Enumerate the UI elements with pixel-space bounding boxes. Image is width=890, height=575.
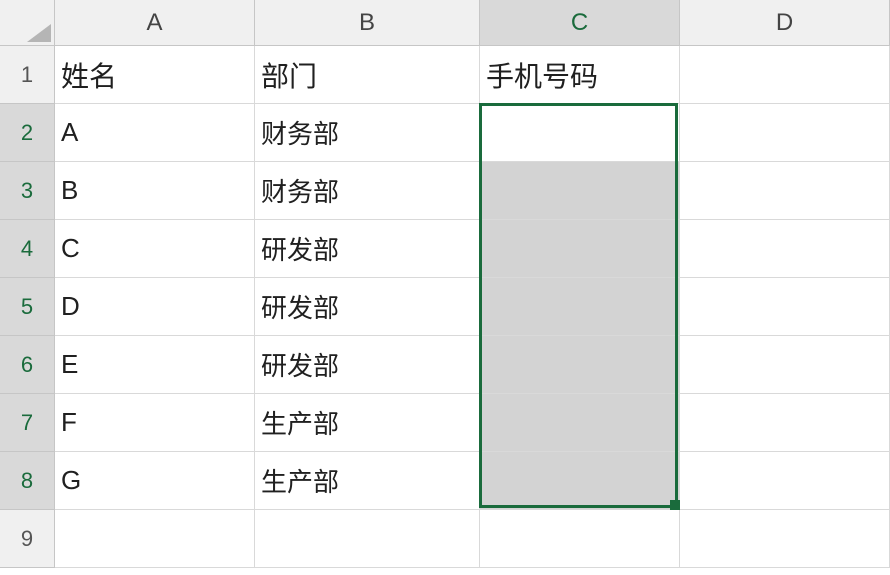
cell-D8[interactable]: [680, 452, 890, 510]
cell-A8[interactable]: G: [55, 452, 255, 510]
cell-B1[interactable]: 部门: [255, 46, 480, 104]
cell-C7[interactable]: [480, 394, 680, 452]
cell-B6[interactable]: 研发部: [255, 336, 480, 394]
cell-A7[interactable]: F: [55, 394, 255, 452]
cell-B5[interactable]: 研发部: [255, 278, 480, 336]
col-header-C[interactable]: C: [480, 0, 680, 46]
cell-D3[interactable]: [680, 162, 890, 220]
cell-C5[interactable]: [480, 278, 680, 336]
cell-A6[interactable]: E: [55, 336, 255, 394]
row-header-5[interactable]: 5: [0, 278, 55, 336]
cell-C4[interactable]: [480, 220, 680, 278]
cell-D6[interactable]: [680, 336, 890, 394]
cell-A9[interactable]: [55, 510, 255, 568]
row-header-6[interactable]: 6: [0, 336, 55, 394]
cell-A2[interactable]: A: [55, 104, 255, 162]
spreadsheet-grid[interactable]: ABCD1姓名部门手机号码2A财务部3B财务部4C研发部5D研发部6E研发部7F…: [0, 0, 890, 568]
cell-B4[interactable]: 研发部: [255, 220, 480, 278]
row-header-8[interactable]: 8: [0, 452, 55, 510]
cell-D1[interactable]: [680, 46, 890, 104]
cell-D7[interactable]: [680, 394, 890, 452]
cell-B9[interactable]: [255, 510, 480, 568]
cell-B7[interactable]: 生产部: [255, 394, 480, 452]
cell-C6[interactable]: [480, 336, 680, 394]
row-header-2[interactable]: 2: [0, 104, 55, 162]
col-header-D[interactable]: D: [680, 0, 890, 46]
cell-C8[interactable]: [480, 452, 680, 510]
row-header-9[interactable]: 9: [0, 510, 55, 568]
cell-D5[interactable]: [680, 278, 890, 336]
cell-D4[interactable]: [680, 220, 890, 278]
col-header-B[interactable]: B: [255, 0, 480, 46]
row-header-1[interactable]: 1: [0, 46, 55, 104]
cell-A3[interactable]: B: [55, 162, 255, 220]
row-header-3[interactable]: 3: [0, 162, 55, 220]
cell-C3[interactable]: [480, 162, 680, 220]
cell-A4[interactable]: C: [55, 220, 255, 278]
col-header-A[interactable]: A: [55, 0, 255, 46]
cell-D9[interactable]: [680, 510, 890, 568]
cell-C1[interactable]: 手机号码: [480, 46, 680, 104]
row-header-4[interactable]: 4: [0, 220, 55, 278]
cell-C9[interactable]: [480, 510, 680, 568]
cell-A5[interactable]: D: [55, 278, 255, 336]
cell-B8[interactable]: 生产部: [255, 452, 480, 510]
cell-B2[interactable]: 财务部: [255, 104, 480, 162]
cell-D2[interactable]: [680, 104, 890, 162]
cell-B3[interactable]: 财务部: [255, 162, 480, 220]
cell-A1[interactable]: 姓名: [55, 46, 255, 104]
select-all-corner[interactable]: [0, 0, 55, 46]
cell-C2[interactable]: [480, 104, 680, 162]
row-header-7[interactable]: 7: [0, 394, 55, 452]
